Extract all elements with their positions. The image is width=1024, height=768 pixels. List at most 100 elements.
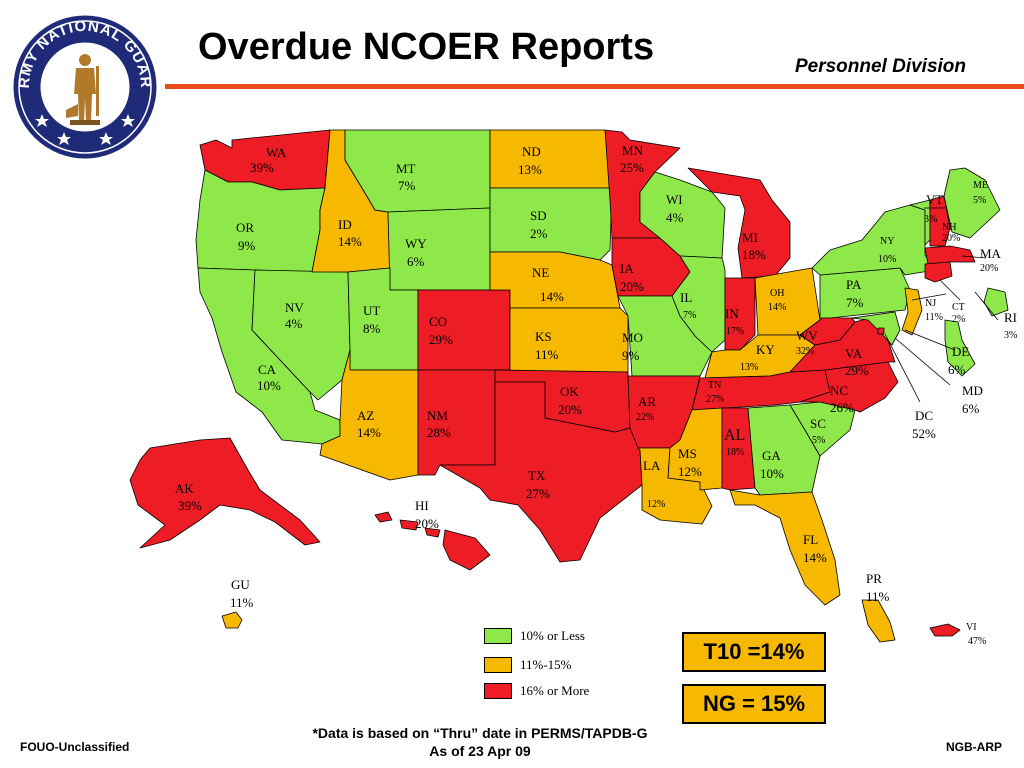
legend-label-high: 16% or More: [520, 683, 590, 698]
label-LA-value: 12%: [647, 499, 665, 510]
state-WY[interactable]: [387, 207, 491, 291]
legend-swatch-low: [484, 628, 512, 644]
state-NH[interactable]: [929, 195, 951, 247]
label-TN-abbr: TN: [708, 380, 721, 391]
state-RI[interactable]: [983, 287, 1009, 317]
label-AR-value: 22%: [636, 412, 654, 423]
label-CO-value: 29%: [429, 332, 453, 347]
state-KS[interactable]: [509, 307, 629, 373]
state-OH[interactable]: [754, 267, 821, 336]
state-PA[interactable]: [819, 267, 911, 319]
state-TX[interactable]: [439, 381, 643, 563]
t10-total-box: T10 =14%: [682, 632, 826, 672]
state-NC[interactable]: [799, 361, 899, 413]
label-NE-value: 14%: [540, 289, 564, 304]
label-KY-value: 13%: [740, 362, 758, 373]
label-IL-abbr: IL: [680, 290, 692, 305]
label-NH-value: 20%: [942, 233, 960, 244]
state-GU[interactable]: [221, 611, 243, 629]
label-AK-abbr: AK: [175, 481, 194, 496]
label-GU-abbr: GU: [231, 577, 250, 592]
state-AK[interactable]: [129, 437, 321, 549]
label-TX-abbr: TX: [528, 468, 546, 483]
state-DE[interactable]: [944, 319, 976, 377]
label-SD-value: 2%: [530, 226, 548, 241]
state-CO[interactable]: [417, 289, 511, 371]
label-HI-abbr: HI: [415, 498, 429, 513]
state-HI[interactable]: [374, 511, 491, 571]
label-MD-value: 6%: [962, 401, 980, 416]
legend-label-low: 10% or Less: [520, 628, 585, 643]
label-VA-value: 29%: [845, 363, 869, 378]
label-WV-abbr: WV: [796, 328, 818, 343]
label-NY-abbr: NY: [880, 236, 894, 247]
state-DC[interactable]: [877, 327, 885, 335]
state-WI[interactable]: [639, 171, 726, 259]
label-AL-value: 18%: [726, 447, 744, 458]
label-NV-abbr: NV: [285, 300, 304, 315]
label-MI-value: 18%: [742, 247, 766, 262]
label-NY-value: 10%: [878, 254, 896, 265]
state-NY[interactable]: [811, 204, 936, 276]
label-MA-value: 20%: [980, 263, 998, 274]
state-IL[interactable]: [671, 255, 726, 353]
label-OK-value: 20%: [558, 402, 582, 417]
label-OR-abbr: OR: [236, 220, 254, 235]
leader-lines: [884, 207, 999, 403]
label-MS-value: 12%: [678, 464, 702, 479]
state-VI[interactable]: [929, 623, 961, 637]
label-KY-abbr: KY: [756, 342, 775, 357]
label-NM-abbr: NM: [427, 408, 448, 423]
label-MN-value: 25%: [620, 160, 644, 175]
label-ND-abbr: ND: [522, 144, 541, 159]
state-MA[interactable]: [924, 245, 976, 265]
label-OR-value: 9%: [238, 238, 256, 253]
label-WI-value: 4%: [666, 210, 684, 225]
label-WY-value: 6%: [407, 254, 425, 269]
label-PR-abbr: PR: [866, 571, 882, 586]
state-ME[interactable]: [943, 167, 1001, 239]
label-NH-abbr: NH: [942, 222, 956, 233]
state-FL[interactable]: [729, 489, 841, 606]
label-AK-value: 39%: [178, 498, 202, 513]
state-SD[interactable]: [489, 187, 613, 261]
label-ME-value: 5%: [973, 195, 986, 206]
state-AL[interactable]: [721, 407, 756, 491]
state-IN[interactable]: [724, 277, 756, 351]
office-label: NGB-ARP: [946, 740, 1002, 754]
page-title: Overdue NCOER Reports: [198, 26, 655, 68]
label-LA-abbr: LA: [643, 458, 661, 473]
legend-swatch-mid: [484, 657, 512, 673]
label-AL-abbr: AL: [724, 427, 745, 444]
label-FL-value: 14%: [803, 550, 827, 565]
label-MT-abbr: MT: [396, 161, 416, 176]
classification-label: FOUO-Unclassified: [20, 740, 130, 754]
state-VT[interactable]: [909, 199, 931, 246]
label-TX-value: 27%: [526, 486, 550, 501]
state-MD[interactable]: [851, 311, 901, 346]
data-footnote: *Data is based on “Thru” date in PERMS/T…: [240, 724, 720, 760]
label-SD-abbr: SD: [530, 208, 547, 223]
label-TN-value: 27%: [706, 394, 724, 405]
division-label: Personnel Division: [794, 56, 966, 77]
seal-stars-icon: [35, 114, 135, 145]
label-UT-abbr: UT: [363, 303, 380, 318]
label-KS-abbr: KS: [535, 329, 552, 344]
label-MO-value: 9%: [622, 348, 640, 363]
label-NJ-value: 11%: [925, 312, 943, 323]
label-DC-value: 52%: [912, 426, 936, 441]
state-NJ[interactable]: [901, 287, 923, 336]
label-ND-value: 13%: [518, 162, 542, 177]
label-DC-abbr: DC: [915, 408, 933, 423]
footnote-line-2: As of 23 Apr 09: [429, 743, 531, 759]
state-CT[interactable]: [924, 261, 953, 283]
state-ND[interactable]: [489, 129, 613, 189]
state-PR[interactable]: [861, 599, 896, 643]
label-PR-value: 11%: [866, 589, 890, 604]
label-MA-abbr: MA: [980, 246, 1002, 261]
label-AR-abbr: AR: [638, 394, 656, 409]
label-MI-abbr: MI: [742, 230, 758, 245]
label-UT-value: 8%: [363, 321, 381, 336]
label-WV-value: 32%: [796, 346, 814, 357]
